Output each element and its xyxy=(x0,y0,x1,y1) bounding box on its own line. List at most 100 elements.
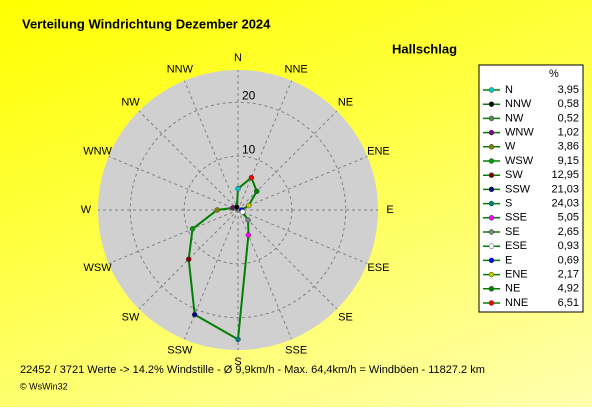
footer: 22452 / 3721 Werte -> 14.2% Windstille -… xyxy=(20,364,485,376)
legend-label: NW xyxy=(505,112,524,124)
legend-marker xyxy=(488,144,495,150)
legend-value: 9,15 xyxy=(558,155,579,167)
legend-value: 24,03 xyxy=(551,198,579,210)
spoke xyxy=(237,209,293,340)
legend-label: NE xyxy=(505,283,520,295)
spoke xyxy=(138,110,239,211)
legend-value: 1,02 xyxy=(558,127,579,139)
legend-label: SE xyxy=(505,226,520,238)
direction-label: NNE xyxy=(285,63,308,75)
legend-value: 6,51 xyxy=(558,297,579,309)
legend-marker xyxy=(488,186,495,193)
legend-marker xyxy=(488,286,495,292)
legend-marker xyxy=(488,129,495,136)
legend-value: 5,05 xyxy=(558,212,579,224)
spoke xyxy=(183,209,239,340)
legend-box xyxy=(478,64,584,313)
r-tick-label: 10 xyxy=(242,142,256,156)
point xyxy=(246,202,252,209)
legend-value: 0,69 xyxy=(558,254,579,266)
grid-circle xyxy=(183,155,293,265)
direction-label: SSE xyxy=(285,344,307,356)
legend-marker xyxy=(488,243,495,249)
direction-label: E xyxy=(386,204,393,216)
direction-label: NE xyxy=(338,96,353,108)
legend-label: S xyxy=(505,198,512,210)
legend-label: NNW xyxy=(505,98,532,110)
point xyxy=(214,207,220,213)
legend-label: E xyxy=(505,254,512,266)
spoke xyxy=(237,155,368,211)
chart-title: Verteilung Windrichtung Dezember 2024 xyxy=(22,16,271,31)
legend-marker xyxy=(488,200,495,207)
legend-marker xyxy=(488,172,495,178)
legend-value: 0,58 xyxy=(558,98,579,110)
legend-value: 21,03 xyxy=(551,183,579,195)
point xyxy=(234,204,240,210)
point xyxy=(235,185,241,192)
legend-label: NNE xyxy=(505,297,528,309)
point xyxy=(239,209,246,215)
direction-label: S xyxy=(234,356,241,368)
spoke xyxy=(108,155,239,211)
legend-label: WNW xyxy=(505,127,534,139)
legend-label: WSW xyxy=(505,155,534,167)
direction-label: NNW xyxy=(167,63,194,75)
legend-label: ESE xyxy=(505,240,527,252)
legend-marker xyxy=(488,87,495,93)
spoke xyxy=(237,209,368,265)
legend-value: 2,17 xyxy=(558,269,579,281)
direction-label: SSW xyxy=(167,344,193,356)
point xyxy=(248,174,255,181)
legend-marker xyxy=(488,300,495,306)
point xyxy=(253,188,260,195)
direction-label: ESE xyxy=(367,262,389,274)
direction-label: WSW xyxy=(84,262,113,274)
legend-value: 12,95 xyxy=(551,169,579,181)
legend-value: 0,93 xyxy=(558,240,579,252)
legend-label: SSE xyxy=(505,212,527,224)
legend-marker xyxy=(488,229,495,235)
point xyxy=(245,232,252,238)
legend-marker xyxy=(488,101,495,107)
point xyxy=(189,226,196,232)
chart-subtitle: Hallschlag xyxy=(392,41,457,56)
legend-label: SSW xyxy=(505,183,531,195)
point xyxy=(235,336,241,343)
legend-value: 3,86 xyxy=(558,141,579,153)
legend-marker xyxy=(488,115,495,122)
legend-label: SW xyxy=(505,169,523,181)
legend-value: 2,65 xyxy=(558,226,579,238)
spoke xyxy=(108,209,239,265)
spoke xyxy=(138,209,239,310)
legend-value: 4,92 xyxy=(558,283,579,295)
spoke xyxy=(237,80,293,211)
direction-label: NW xyxy=(121,96,140,108)
direction-label: W xyxy=(81,204,92,216)
legend-value: 0,52 xyxy=(558,112,579,124)
direction-label: SW xyxy=(122,311,140,323)
legend-label: N xyxy=(505,84,513,96)
legend-marker xyxy=(488,271,495,278)
spoke xyxy=(183,80,239,211)
point xyxy=(185,256,192,263)
legend-marker xyxy=(488,158,495,164)
legend-title: % xyxy=(549,68,559,80)
legend-label: W xyxy=(505,141,516,153)
legend-marker xyxy=(488,215,495,221)
r-tick-label: 20 xyxy=(242,88,256,102)
legend-label: ENE xyxy=(505,269,528,281)
spoke xyxy=(237,209,338,310)
copyright: © WsWin32 xyxy=(20,381,68,391)
legend-value: 3,95 xyxy=(558,84,579,96)
direction-label: WNW xyxy=(83,146,112,158)
spoke xyxy=(237,110,338,211)
direction-label: ENE xyxy=(367,146,390,158)
legend-marker xyxy=(488,257,495,264)
direction-label: SE xyxy=(338,311,353,323)
direction-label: N xyxy=(234,52,242,64)
grid-circle xyxy=(129,101,347,319)
point xyxy=(191,311,198,318)
